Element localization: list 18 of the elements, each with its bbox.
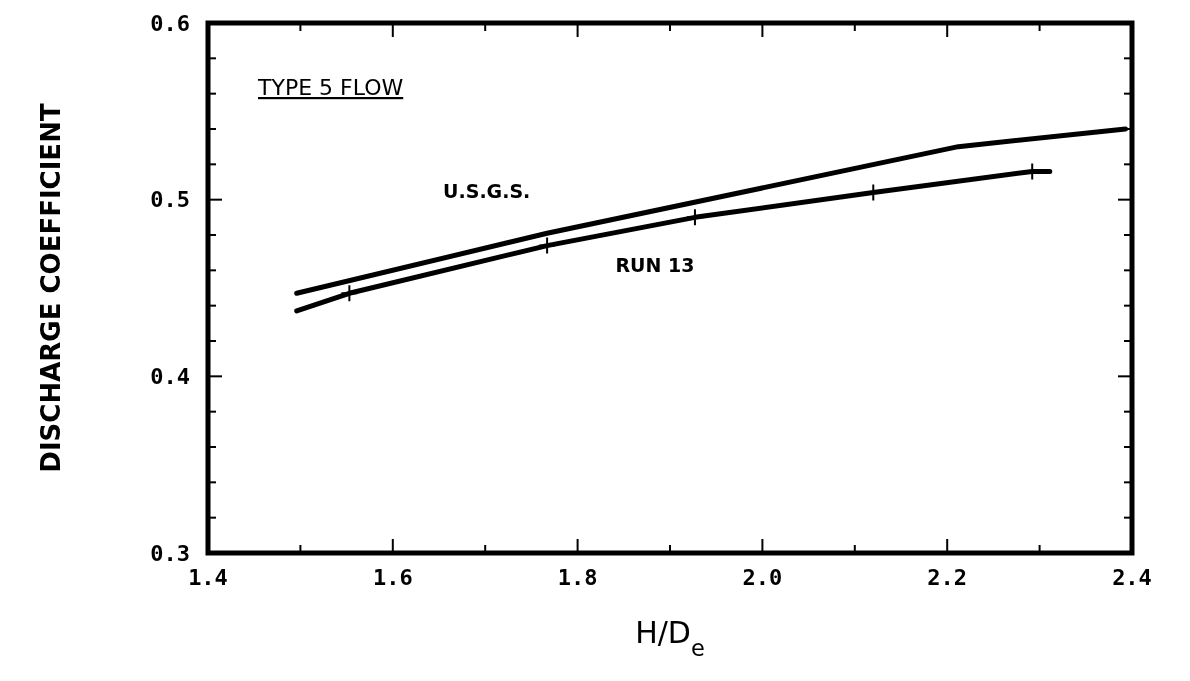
point	[340, 284, 359, 303]
y-tick-label: 0.3	[150, 540, 190, 566]
y-tick-label: 0.4	[150, 364, 190, 390]
point	[538, 236, 557, 255]
series-label: U.S.G.S.	[443, 180, 531, 203]
x-tick-label: 2.2	[927, 565, 968, 590]
x-tick-label: 1.8	[557, 565, 598, 590]
y-tick-label: 0.6	[150, 10, 190, 36]
y-axis-title: DISCHARGE COEFFICIENT	[36, 103, 66, 473]
text: TYPE 5 FLOW	[257, 75, 404, 100]
point	[685, 208, 704, 227]
y-tick-label: 0.5	[150, 187, 190, 213]
series-label: RUN 13	[615, 254, 695, 277]
x-tick-label: 1.6	[372, 565, 413, 590]
x-axis-title: H/D$_{e}$	[635, 615, 705, 661]
x-tick-label: 1.4	[188, 565, 228, 590]
text: 2.0	[742, 565, 783, 590]
x-tick-label: 2.4	[1112, 565, 1152, 590]
